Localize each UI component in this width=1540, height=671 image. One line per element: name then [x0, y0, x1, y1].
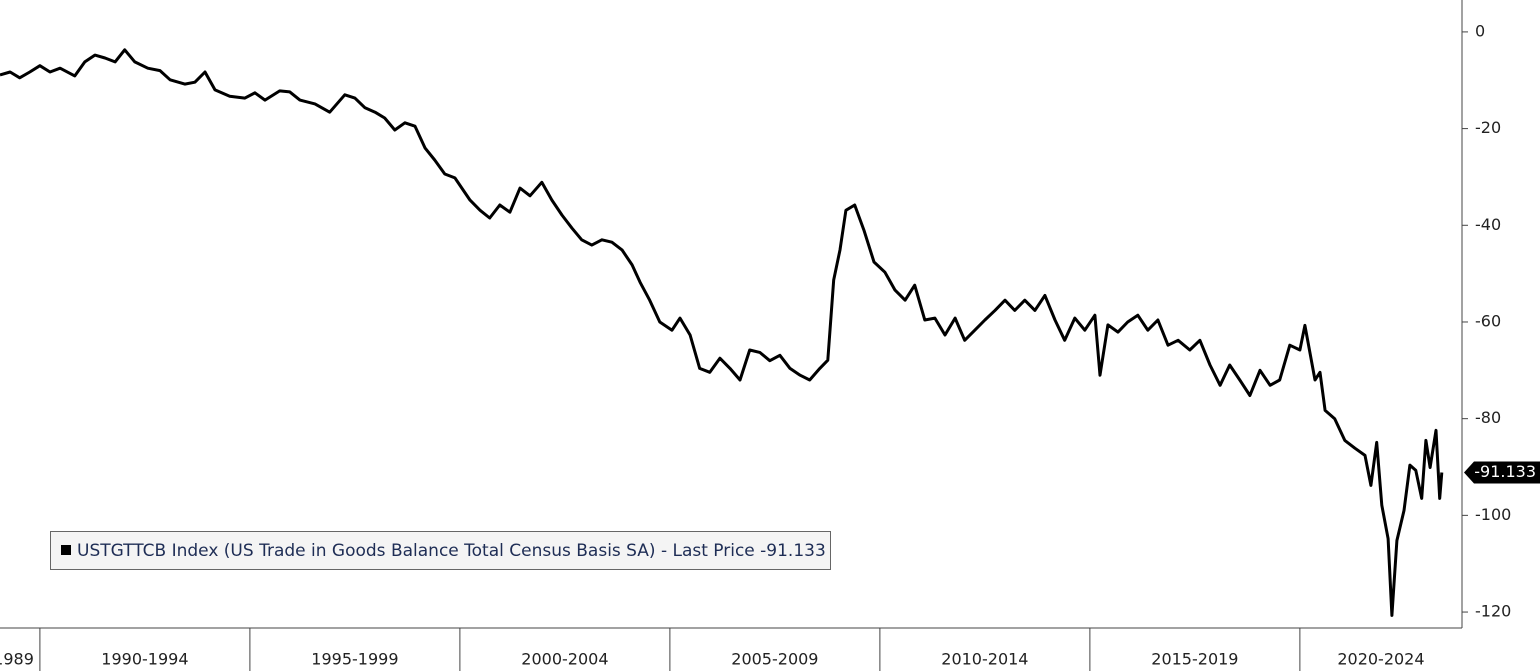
y-tick-label: -120 — [1475, 602, 1511, 621]
y-tick-label: 0 — [1475, 21, 1485, 40]
legend-label: USTGTTCB Index (US Trade in Goods Balanc… — [77, 541, 826, 561]
y-tick-label: -40 — [1475, 215, 1501, 234]
x-tick-label: 2010-2014 — [941, 650, 1028, 669]
x-tick-label: 2020-2024 — [1337, 650, 1424, 669]
x-tick-label: 1985-1989 — [0, 650, 34, 669]
y-tick-label: -100 — [1475, 505, 1511, 524]
legend: USTGTTCB Index (US Trade in Goods Balanc… — [50, 531, 831, 570]
x-tick-label: 2000-2004 — [521, 650, 608, 669]
legend-box — [50, 531, 831, 570]
y-tick-label: -60 — [1475, 311, 1501, 330]
x-tick-label: 2015-2019 — [1151, 650, 1238, 669]
last-value-label: -91.133 — [1474, 462, 1536, 481]
legend-swatch — [61, 545, 71, 555]
data-line — [0, 48, 1444, 617]
y-tick-label: -80 — [1475, 408, 1501, 427]
x-tick-label: 2005-2009 — [731, 650, 818, 669]
x-tick-label: 1995-1999 — [311, 650, 398, 669]
y-tick-label: -20 — [1475, 118, 1501, 137]
last-value-tag-shape — [1464, 461, 1540, 484]
x-tick-label: 1990-1994 — [101, 650, 188, 669]
last-value-tag: -91.133 — [1464, 461, 1540, 484]
